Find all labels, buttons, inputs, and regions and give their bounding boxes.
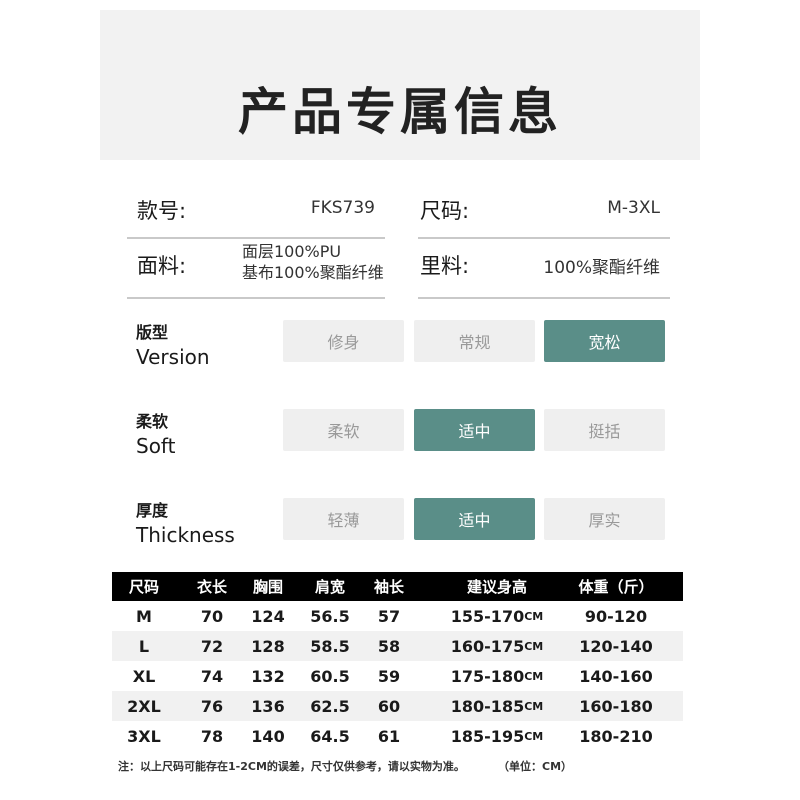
attribute-option: 轻薄 xyxy=(283,498,404,540)
height-unit: CM xyxy=(524,699,544,713)
attribute-option-selected: 适中 xyxy=(414,409,535,451)
info-size: 尺码: M-3XL xyxy=(418,190,670,240)
footnote: 注：以上尺码可能存在1-2CM的误差，尺寸仅供参考，请以实物为准。 xyxy=(118,760,465,773)
table-row: L 72 128 58.5 58 160-175 CM 120-140 xyxy=(112,631,683,661)
table-cell: 136 xyxy=(251,696,285,716)
table-row: XL 74 132 60.5 59 175-180 CM 140-160 xyxy=(112,661,683,691)
table-cell: 58 xyxy=(377,636,401,656)
table-cell: 3XL xyxy=(127,726,161,746)
table-cell: 76 xyxy=(200,696,224,716)
attribute-label-cn: 柔软 xyxy=(136,412,169,431)
table-cell: 2XL xyxy=(127,696,161,716)
table-cell: 155-170 CM xyxy=(447,601,547,631)
table-cell: 160-175 CM xyxy=(447,631,547,661)
attribute-label-en: Soft xyxy=(136,434,176,458)
table-cell: 140 xyxy=(251,726,285,746)
table-cell: 58.5 xyxy=(310,636,350,656)
style-no-label: 款号: xyxy=(137,199,187,223)
table-cell: 132 xyxy=(251,666,285,686)
attribute-option: 常规 xyxy=(414,320,535,362)
table-cell: 60.5 xyxy=(310,666,350,686)
divider xyxy=(418,297,670,299)
table-cell: 64.5 xyxy=(310,726,350,746)
table-cell: 124 xyxy=(251,606,285,626)
attribute-label-cn: 版型 xyxy=(136,323,169,342)
table-row: 3XL 78 140 64.5 61 185-195 CM 180-210 xyxy=(112,721,683,751)
height-unit: CM xyxy=(524,729,544,743)
info-style-no: 款号: FKS739 xyxy=(127,190,385,240)
fabric-value-2: 基布100%聚酯纤维 xyxy=(242,263,384,282)
height-unit: CM xyxy=(524,669,544,683)
table-cell: 160-180 xyxy=(579,696,653,716)
lining-value: 100%聚酯纤维 xyxy=(543,258,660,278)
size-table: 尺码 衣长 胸围 肩宽 袖长 建议身高 体重（斤） M 70 124 56.5 57 155-170 C… xyxy=(112,572,683,751)
column-header: 衣长 xyxy=(196,578,227,596)
column-header: 建议身高 xyxy=(466,578,527,596)
page-title: 产品专属信息 xyxy=(238,83,562,141)
table-cell: 185-195 CM xyxy=(447,721,547,751)
attribute-label: 柔软 Soft xyxy=(136,410,175,458)
table-cell: 61 xyxy=(377,726,401,746)
column-header: 尺码 xyxy=(128,578,159,596)
attribute-label-en: Version xyxy=(136,345,210,369)
attribute-option: 柔软 xyxy=(283,409,404,451)
table-cell: 175-180 CM xyxy=(447,661,547,691)
size-table-header: 尺码 衣长 胸围 肩宽 袖长 建议身高 体重（斤） xyxy=(112,572,683,601)
column-header: 胸围 xyxy=(252,578,283,596)
table-row: M 70 124 56.5 57 155-170 CM 90-120 xyxy=(112,601,683,631)
height-range: 155-170 xyxy=(450,606,525,626)
attribute-label-en: Thickness xyxy=(136,523,235,547)
size-value: M-3XL xyxy=(607,198,660,218)
height-range: 180-185 xyxy=(450,696,525,716)
table-cell: 74 xyxy=(200,666,224,686)
table-cell: 140-160 xyxy=(579,666,653,686)
column-header: 体重（斤） xyxy=(578,578,654,596)
table-row: 2XL 76 136 62.5 60 180-185 CM 160-180 xyxy=(112,691,683,721)
table-cell: 78 xyxy=(200,726,224,746)
attribute-option-selected: 适中 xyxy=(414,498,535,540)
table-cell: M xyxy=(136,606,152,626)
table-cell: 70 xyxy=(200,606,224,626)
attribute-label: 厚度 Thickness xyxy=(136,499,235,547)
lining-label: 里料: xyxy=(420,254,470,278)
table-cell: 128 xyxy=(251,636,285,656)
table-cell: 62.5 xyxy=(310,696,350,716)
table-cell: 180-185 CM xyxy=(447,691,547,721)
attribute-label: 版型 Version xyxy=(136,321,210,369)
attribute-label-cn: 厚度 xyxy=(136,501,169,520)
attribute-option-selected: 宽松 xyxy=(544,320,665,362)
height-unit: CM xyxy=(524,609,544,623)
height-range: 160-175 xyxy=(450,636,525,656)
table-cell: 59 xyxy=(377,666,401,686)
column-header: 肩宽 xyxy=(314,578,345,596)
table-cell: 57 xyxy=(377,606,401,626)
table-cell: 72 xyxy=(200,636,224,656)
table-cell: L xyxy=(138,636,150,656)
title-banner: 产品专属信息 xyxy=(100,10,700,160)
style-no-value: FKS739 xyxy=(310,198,375,218)
attribute-option: 修身 xyxy=(283,320,404,362)
divider xyxy=(418,237,670,239)
fabric-label: 面料: xyxy=(137,254,187,278)
table-cell: 56.5 xyxy=(310,606,350,626)
table-cell: 120-140 xyxy=(579,636,653,656)
table-cell: 90-120 xyxy=(584,606,648,626)
unit-note: （单位：CM） xyxy=(498,760,573,773)
height-range: 185-195 xyxy=(450,726,525,746)
size-label: 尺码: xyxy=(420,199,470,223)
attribute-option: 厚实 xyxy=(544,498,665,540)
height-unit: CM xyxy=(524,639,544,653)
table-cell: XL xyxy=(132,666,156,686)
info-fabric: 面料: 面层100%PU 基布100%聚酯纤维 xyxy=(127,240,385,300)
divider xyxy=(127,297,385,299)
divider xyxy=(127,237,385,239)
info-lining: 里料: 100%聚酯纤维 xyxy=(418,240,670,300)
attribute-option: 挺括 xyxy=(544,409,665,451)
table-cell: 180-210 xyxy=(579,726,653,746)
height-range: 175-180 xyxy=(450,666,525,686)
table-cell: 60 xyxy=(377,696,401,716)
column-header: 袖长 xyxy=(373,578,404,596)
fabric-value-1: 面层100%PU xyxy=(242,242,342,261)
